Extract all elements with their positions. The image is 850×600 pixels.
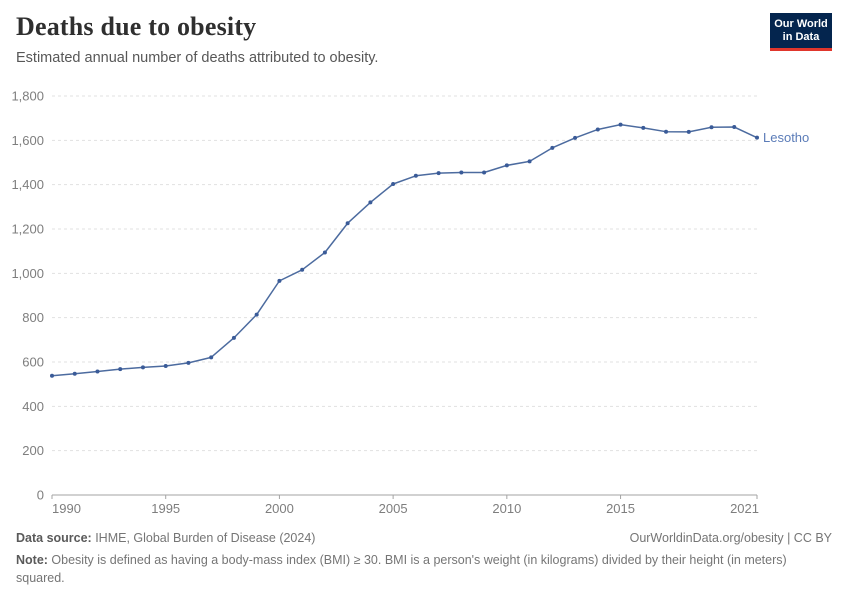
data-source-text: Data source: IHME, Global Burden of Dise… xyxy=(16,531,316,545)
x-tick-label: 2010 xyxy=(492,501,521,516)
data-point-2018[interactable] xyxy=(686,129,691,134)
data-point-2001[interactable] xyxy=(300,267,305,272)
x-tick-label: 2021 xyxy=(730,501,759,516)
y-tick-label: 1,600 xyxy=(11,133,44,148)
data-point-1994[interactable] xyxy=(140,365,145,370)
data-point-1997[interactable] xyxy=(209,355,214,360)
page-subtitle: Estimated annual number of deaths attrib… xyxy=(16,50,379,66)
y-tick-label: 400 xyxy=(22,399,44,414)
data-point-2016[interactable] xyxy=(641,125,646,130)
data-point-2015[interactable] xyxy=(618,122,623,127)
data-point-2003[interactable] xyxy=(345,221,350,226)
data-point-2005[interactable] xyxy=(391,182,396,187)
data-point-2013[interactable] xyxy=(573,135,578,140)
chart-line[interactable] xyxy=(51,123,758,377)
data-point-2017[interactable] xyxy=(664,129,669,134)
data-point-2010[interactable] xyxy=(504,163,509,168)
data-point-2006[interactable] xyxy=(413,173,418,178)
data-point-2007[interactable] xyxy=(436,171,441,176)
x-tick-label: 2015 xyxy=(606,501,635,516)
y-tick-label: 1,400 xyxy=(11,177,44,192)
data-point-2002[interactable] xyxy=(322,250,327,255)
chart-note: Note: Obesity is defined as having a bod… xyxy=(16,553,787,586)
y-tick-label: 600 xyxy=(22,355,44,370)
y-tick-label: 0 xyxy=(37,488,44,503)
data-point-2009[interactable] xyxy=(482,170,487,175)
data-point-1998[interactable] xyxy=(231,335,236,340)
data-point-2020[interactable] xyxy=(732,125,737,130)
owid-logo-line1: Our World xyxy=(774,17,828,30)
data-point-1990[interactable] xyxy=(50,373,54,378)
line-chart-plot-area[interactable]: 0 200 400 600 800 1,000 1,200 1,400 1,600 1,800 19… xyxy=(0,0,850,525)
entity-label[interactable]: Lesotho xyxy=(763,130,809,145)
data-point-1995[interactable] xyxy=(163,363,168,368)
chart-note-label: Note: xyxy=(16,553,48,567)
x-tick-label: 1995 xyxy=(151,501,180,516)
data-source-label: Data source: xyxy=(16,531,92,545)
data-point-1991[interactable] xyxy=(72,371,77,376)
data-point-1996[interactable] xyxy=(186,360,191,365)
data-point-2008[interactable] xyxy=(459,170,464,175)
y-tick-label: 800 xyxy=(22,310,44,325)
owid-logo-line2: in Data xyxy=(782,30,820,43)
data-point-2000[interactable] xyxy=(277,278,282,283)
data-point-1993[interactable] xyxy=(118,367,123,372)
y-tick-label: 1,800 xyxy=(11,89,44,104)
y-tick-label: 1,000 xyxy=(11,266,44,281)
x-tick-label: 2000 xyxy=(265,501,294,516)
data-point-2019[interactable] xyxy=(709,125,714,130)
data-point-2014[interactable] xyxy=(595,127,600,132)
y-tick-label: 200 xyxy=(22,443,44,458)
data-point-1999[interactable] xyxy=(254,312,259,317)
data-point-2021[interactable] xyxy=(755,135,759,140)
y-tick-label: 1,200 xyxy=(11,222,44,237)
license-link[interactable]: OurWorldinData.org/obesity | CC BY xyxy=(629,531,832,545)
x-tick-label: 2005 xyxy=(379,501,408,516)
data-point-1992[interactable] xyxy=(95,369,100,374)
data-point-2012[interactable] xyxy=(550,145,555,150)
data-point-2011[interactable] xyxy=(527,159,532,164)
data-point-2004[interactable] xyxy=(368,200,373,205)
x-tick-label: 1990 xyxy=(52,501,81,516)
page-title: Deaths due to obesity xyxy=(16,12,257,41)
owid-logo[interactable]: Our World in Data xyxy=(770,13,832,51)
